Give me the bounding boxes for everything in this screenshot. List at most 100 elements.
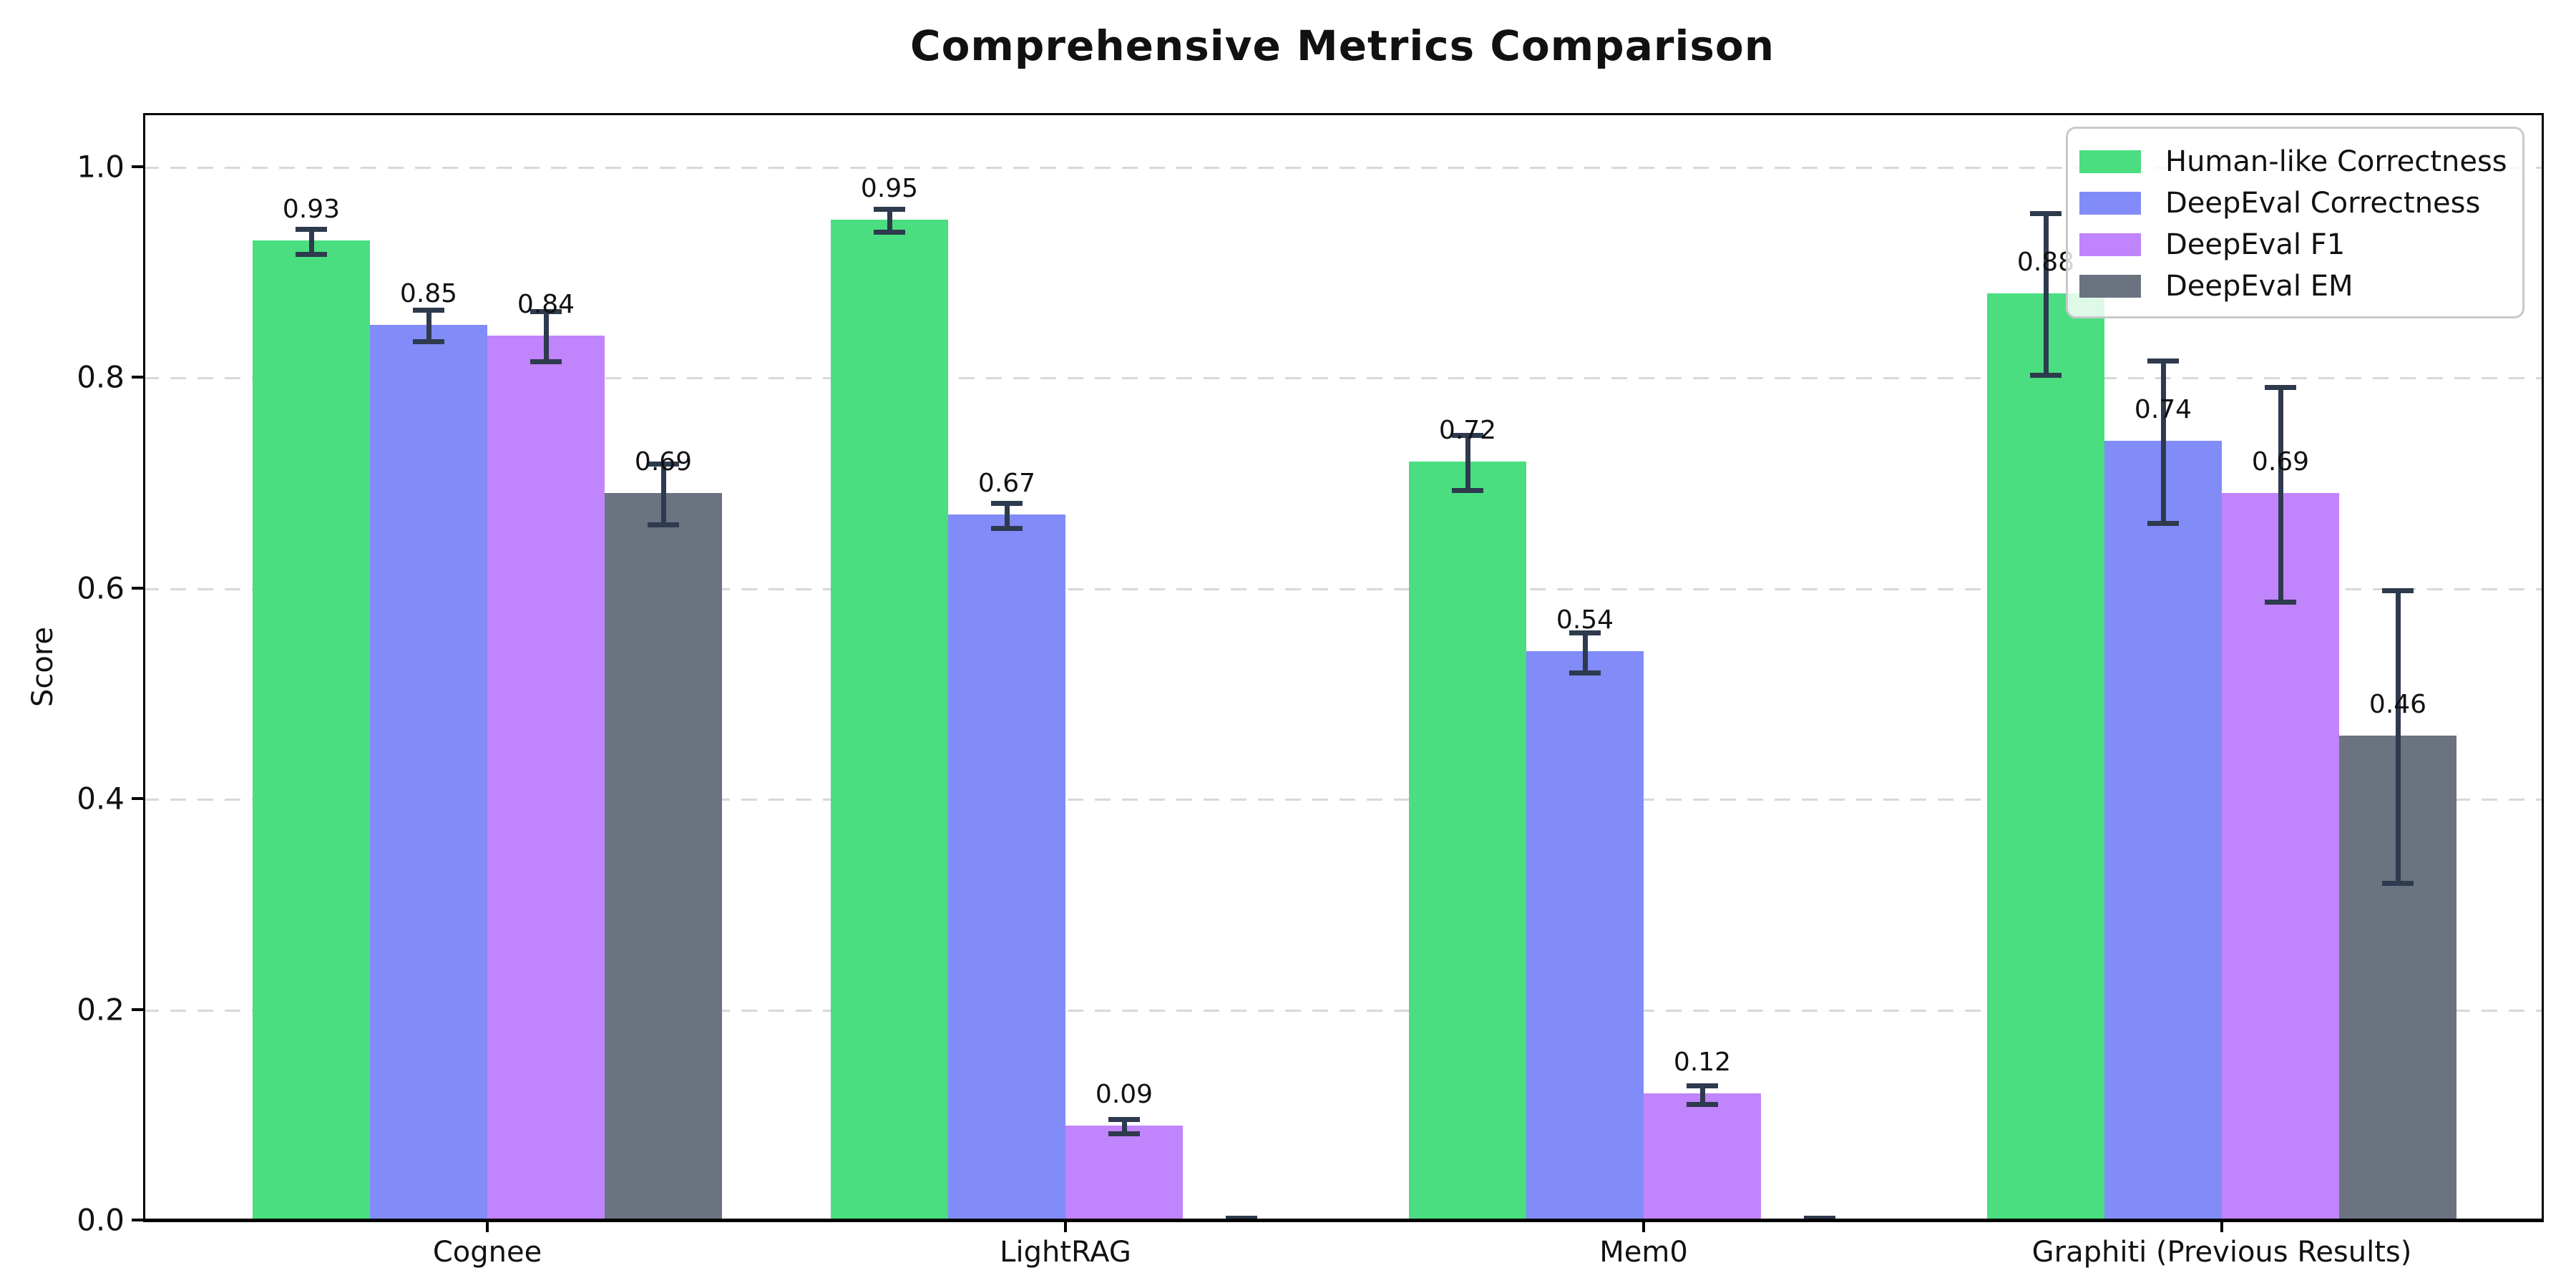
error-bar-cap-bottom <box>2147 520 2179 526</box>
legend-label: DeepEval F1 <box>2165 228 2346 261</box>
error-bar-cap-top <box>648 462 679 467</box>
x-tick-mark <box>1642 1221 1645 1232</box>
error-bar-cap-top <box>874 206 905 212</box>
error-bar-cap-top <box>1569 630 1601 635</box>
x-tick-label-graphiti-previous-results-: Graphiti (Previous Results) <box>2031 1236 2412 1269</box>
error-bar-cap-top <box>2030 210 2062 216</box>
legend-item: DeepEval EM <box>2079 265 2522 307</box>
error-bar-cap-bottom <box>530 359 562 365</box>
x-tick-label-cognee: Cognee <box>432 1236 542 1269</box>
bar-value-label: 0.46 <box>2368 689 2427 719</box>
error-bar-cap-top <box>530 308 562 314</box>
bar-value-label: 0.72 <box>1438 416 1497 446</box>
error-bar <box>308 226 314 258</box>
error-bar <box>1121 1116 1127 1137</box>
gridline <box>143 377 2542 380</box>
gridline <box>143 167 2542 169</box>
error-bar-cap-top <box>413 308 444 313</box>
bar-value-label: 0.88 <box>2016 247 2075 277</box>
y-tick-label: 1.0 <box>77 149 125 185</box>
axis-spine-left <box>143 113 145 1222</box>
bar-value-label: 0.95 <box>860 173 919 203</box>
error-bar-cap-bottom <box>2265 599 2296 605</box>
error-bar-cap-bottom <box>1452 487 1483 493</box>
error-bar-cap-top <box>1452 433 1483 439</box>
error-bar <box>1582 630 1588 675</box>
y-tick-label: 0.4 <box>77 781 125 816</box>
legend-swatch <box>2079 192 2141 215</box>
axis-spine-top <box>143 113 2544 115</box>
error-bar-cap-top <box>2382 587 2414 593</box>
y-tick-mark <box>132 165 143 168</box>
gridline <box>143 587 2542 590</box>
bar-deepeval-correctness-lightrag <box>948 514 1065 1220</box>
bar-deepeval-f1-mem0 <box>1644 1093 1761 1220</box>
bar-deepeval-correctness-mem0 <box>1526 651 1644 1220</box>
bar-deepeval-em-cognee <box>605 493 722 1220</box>
axis-spine-bottom <box>143 1219 2544 1222</box>
plot-area: 0.93 0.95 0.72 0.88 0.85 0.67 0.54 0.74 0.84 0.09… <box>143 113 2542 1220</box>
error-bar-cap-bottom <box>991 525 1023 531</box>
error-bar <box>887 206 892 235</box>
bar-value-label: 0.85 <box>399 278 458 308</box>
chart-title: Comprehensive Metrics Comparison <box>910 21 1775 70</box>
legend-swatch <box>2079 275 2141 298</box>
error-bar-cap-top <box>2147 358 2179 364</box>
x-tick-mark <box>2220 1221 2223 1232</box>
error-bar <box>660 462 666 528</box>
bar-human-like-correctness-graphiti-previous-results- <box>1987 293 2104 1220</box>
gridline <box>143 799 2542 801</box>
bar-value-label: 0.74 <box>2134 394 2192 424</box>
y-tick-mark <box>132 1219 143 1221</box>
legend-label: DeepEval EM <box>2165 270 2353 303</box>
bar-value-label: 0.54 <box>1556 605 1614 635</box>
y-tick-label: 0.2 <box>77 992 125 1028</box>
error-bar <box>1004 500 1010 531</box>
y-tick-label: 0.6 <box>77 570 125 606</box>
error-bar <box>426 308 431 345</box>
error-bar <box>1699 1083 1705 1108</box>
error-bar-cap-bottom <box>648 522 679 528</box>
bar-human-like-correctness-cognee <box>253 240 370 1220</box>
error-bar-cap-top <box>1108 1116 1140 1122</box>
bar-deepeval-f1-graphiti-previous-results- <box>2222 493 2339 1220</box>
bar-deepeval-correctness-graphiti-previous-results- <box>2104 440 2222 1220</box>
error-bar-cap-bottom <box>874 230 905 235</box>
error-bar-cap-bottom <box>1687 1102 1718 1108</box>
y-tick-mark <box>132 376 143 379</box>
error-bar <box>2043 210 2049 379</box>
legend-item: DeepEval F1 <box>2079 224 2522 265</box>
bar-value-label: 0.84 <box>517 289 575 319</box>
legend-swatch <box>2079 150 2141 173</box>
error-bar <box>2395 587 2401 886</box>
x-tick-mark <box>1064 1221 1067 1232</box>
axis-spine-right <box>2542 113 2544 1222</box>
y-axis-label: Score <box>26 626 59 708</box>
error-bar-cap-bottom <box>1569 670 1601 675</box>
y-tick-mark <box>132 797 143 801</box>
y-tick-mark <box>132 1008 143 1011</box>
error-bar-cap-bottom <box>413 339 444 345</box>
y-tick-label: 0.8 <box>77 359 125 395</box>
error-bar-cap-top <box>1687 1083 1718 1088</box>
bar-value-label: 0.67 <box>977 468 1036 498</box>
bar-deepeval-f1-lightrag <box>1065 1125 1183 1220</box>
error-bar-cap-bottom <box>296 252 327 258</box>
bar-deepeval-f1-cognee <box>487 335 605 1220</box>
error-bar <box>2160 358 2166 526</box>
x-tick-mark <box>486 1221 489 1232</box>
bar-value-label: 0.09 <box>1095 1079 1153 1109</box>
bar-value-label: 0.69 <box>634 447 693 477</box>
legend-item: Human-like Correctness <box>2079 141 2522 182</box>
gridline <box>143 1009 2542 1012</box>
legend-label: DeepEval Correctness <box>2165 187 2481 220</box>
x-tick-label-lightrag: LightRAG <box>1000 1236 1131 1269</box>
legend: Human-like Correctness DeepEval Correctne… <box>2066 127 2524 318</box>
error-bar-cap-top <box>2265 384 2296 390</box>
bar-value-label: 0.69 <box>2251 447 2310 477</box>
error-bar <box>2278 384 2283 605</box>
error-bar-cap-top <box>991 500 1023 506</box>
y-tick-mark <box>132 586 143 590</box>
error-bar-cap-bottom <box>2382 880 2414 886</box>
error-bar-cap-top <box>296 226 327 232</box>
